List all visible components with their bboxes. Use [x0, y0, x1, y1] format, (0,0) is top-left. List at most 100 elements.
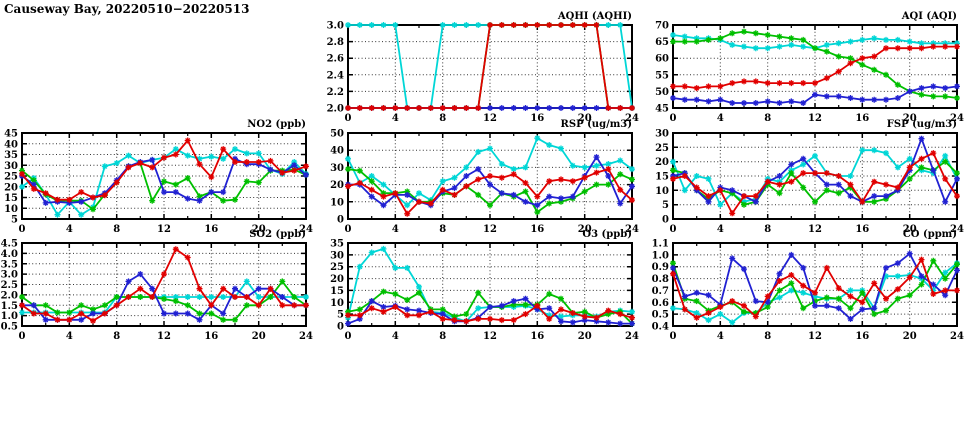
- x-tick-label: 16: [530, 113, 544, 124]
- y-tick-label: 0: [337, 322, 344, 333]
- y-tick-label: 10: [4, 204, 18, 215]
- chart-aqhi: 2.0 2.2 2.4 2.6 2.8 3.0 0 4 8 12 16 20 24 AQHI (AQHI…: [326, 8, 642, 127]
- x-tick-label: 12: [808, 113, 822, 124]
- x-tick-label: 12: [157, 224, 171, 235]
- chart-plot-o3: 0 5 10 15 20 25 30 35 0 4 8 12 16 20 24: [326, 226, 642, 343]
- plot-border: [347, 132, 633, 220]
- x-tick-label: 16: [530, 224, 544, 235]
- y-tick-label: 60: [655, 54, 669, 65]
- y-tick-label: 2.0: [327, 104, 344, 115]
- x-tick-label: 12: [483, 331, 497, 342]
- series-markers-red: [345, 166, 635, 217]
- page-title: Causeway Bay, 20220510−20220513: [4, 2, 250, 16]
- x-tick-label: 24: [625, 224, 639, 235]
- y-tick-label: 40: [330, 146, 344, 157]
- y-tick-label: 0.8: [652, 274, 669, 285]
- y-tick-label: 1.0: [652, 250, 669, 261]
- x-tick-label: 0: [19, 224, 26, 235]
- y-tick-label: 25: [330, 262, 344, 273]
- series-line-cyan: [347, 247, 633, 323]
- y-tick-label: 0.5: [652, 310, 669, 321]
- y-tick-label: 15: [4, 193, 18, 204]
- series-markers-red: [670, 43, 960, 92]
- y-tick-label: 3.0: [1, 270, 18, 281]
- x-tick-label: 24: [299, 224, 313, 235]
- chart-title-aqi: AQI (AQI): [901, 11, 957, 22]
- y-tick-label: 55: [655, 70, 669, 81]
- x-tick-label: 4: [392, 224, 399, 235]
- x-tick-label: 0: [670, 224, 677, 235]
- x-tick-label: 20: [903, 113, 917, 124]
- y-tick-label: 45: [655, 104, 669, 115]
- x-tick-label: 0: [345, 224, 352, 235]
- chart-canvas-so2: 0.51.01.52.02.53.03.54.04.5 0 4 8 12 16 20 24: [1, 239, 313, 343]
- plot-border: [672, 24, 958, 109]
- x-tick-label: 12: [157, 331, 171, 342]
- chart-plot-co: 0.4 0.5 0.6 0.7 0.8 0.9 1.0 1.1 0 4 8 12 16 20 24: [651, 226, 967, 343]
- y-tick-label: 70: [655, 21, 669, 32]
- y-tick-label: 5: [337, 310, 344, 321]
- chart-aqi: 45 50 55 60 65 70 0 4 8 12 16 20 24 AQI (AQI): [651, 8, 967, 127]
- x-tick-label: 8: [113, 331, 120, 342]
- chart-canvas-aqhi: 2.0 2.2 2.4 2.6 2.8 3.0 0 4 8 12 16 20 24: [327, 21, 639, 125]
- y-tick-label: 3.0: [327, 21, 344, 32]
- chart-title-no2: NO2 (ppb): [247, 119, 306, 130]
- y-tick-label: 2.5: [1, 280, 18, 291]
- minor-ticks: [45, 243, 283, 326]
- x-tick-label: 16: [855, 224, 869, 235]
- plot-border: [672, 242, 958, 327]
- y-tick-label: 30: [655, 129, 669, 140]
- y-tick-label: 0.5: [1, 322, 18, 333]
- y-tick-label: 2.0: [1, 290, 18, 301]
- y-tick-label: 1.1: [652, 239, 669, 250]
- series-markers-blue: [670, 83, 960, 106]
- chart-canvas-rsp: 0 10 20 30 40 50 0 4 8 12 16 20 24: [330, 129, 639, 236]
- chart-plot-aqhi: 2.0 2.2 2.4 2.6 2.8 3.0 0 4 8 12 16 20 24: [326, 8, 642, 125]
- chart-co: 0.4 0.5 0.6 0.7 0.8 0.9 1.0 1.1 0 4 8 12 16 20 24 CO (…: [651, 226, 967, 345]
- y-tick-label: 20: [655, 157, 669, 168]
- x-tick-label: 4: [66, 331, 73, 342]
- x-tick-label: 12: [808, 331, 822, 342]
- series-markers-green: [670, 28, 960, 101]
- chart-fsp: 0 5 10 15 20 25 30 0 4 8 12 16 20 24 FSP (ug/m3): [651, 116, 967, 235]
- series-markers-cyan: [670, 32, 960, 52]
- chart-plot-fsp: 0 5 10 15 20 25 30 0 4 8 12 16 20 24: [651, 116, 967, 236]
- series-markers-red: [19, 246, 309, 324]
- x-tick-label: 12: [483, 224, 497, 235]
- x-tick-label: 20: [903, 331, 917, 342]
- y-tick-label: 40: [4, 139, 18, 150]
- x-tick-label: 24: [299, 331, 313, 342]
- gridlines: [673, 243, 957, 326]
- y-tick-label: 0.9: [652, 262, 669, 273]
- x-tick-label: 4: [717, 331, 724, 342]
- x-tick-label: 16: [855, 331, 869, 342]
- x-tick-label: 8: [439, 331, 446, 342]
- plot-border: [347, 242, 633, 327]
- x-tick-label: 12: [808, 224, 822, 235]
- x-tick-label: 8: [764, 331, 771, 342]
- x-tick-label: 20: [578, 113, 592, 124]
- x-tick-label: 20: [578, 331, 592, 342]
- minor-ticks: [696, 243, 934, 326]
- x-tick-label: 24: [625, 113, 639, 124]
- chart-rsp: 0 10 20 30 40 50 0 4 8 12 16 20 24 RSP (ug/m3): [326, 116, 642, 235]
- y-tick-label: 20: [330, 274, 344, 285]
- series-markers-red: [670, 256, 960, 321]
- y-tick-label: 65: [655, 37, 669, 48]
- series-markers-blue: [670, 250, 960, 322]
- y-tick-label: 2.2: [327, 87, 344, 98]
- x-tick-label: 8: [764, 224, 771, 235]
- minor-ticks: [45, 133, 283, 219]
- chart-canvas-fsp: 0 5 10 15 20 25 30 0 4 8 12 16 20 24: [655, 129, 964, 236]
- y-tick-label: 35: [330, 239, 344, 250]
- chart-canvas-aqi: 45 50 55 60 65 70 0 4 8 12 16 20 24: [655, 21, 964, 125]
- x-tick-label: 24: [625, 331, 639, 342]
- y-tick-label: 0.7: [652, 286, 669, 297]
- y-tick-label: 0.4: [652, 322, 669, 333]
- y-tick-label: 4.0: [1, 249, 18, 260]
- y-tick-label: 20: [4, 182, 18, 193]
- y-tick-label: 2.8: [327, 37, 344, 48]
- series-markers-red: [670, 150, 960, 217]
- x-tick-label: 16: [855, 113, 869, 124]
